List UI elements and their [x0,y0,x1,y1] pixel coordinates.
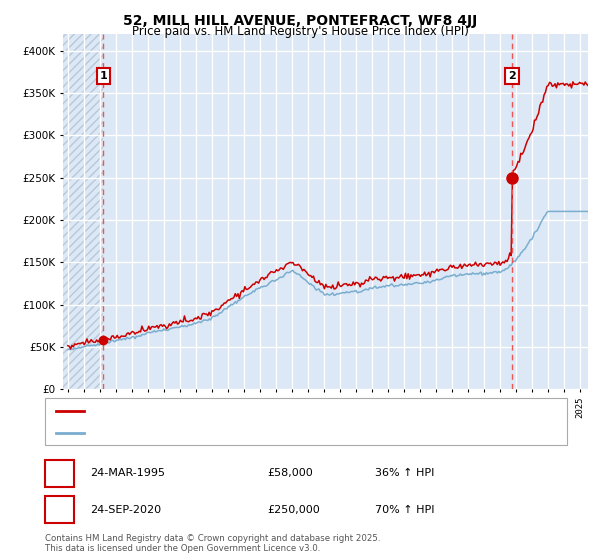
Text: HPI: Average price, semi-detached house, Wakefield: HPI: Average price, semi-detached house,… [90,428,350,438]
Text: 1: 1 [55,466,64,480]
Text: 52, MILL HILL AVENUE, PONTEFRACT, WF8 4JJ: 52, MILL HILL AVENUE, PONTEFRACT, WF8 4J… [123,14,477,28]
Text: 52, MILL HILL AVENUE, PONTEFRACT, WF8 4JJ (semi-detached house): 52, MILL HILL AVENUE, PONTEFRACT, WF8 4J… [90,406,433,416]
Text: Price paid vs. HM Land Registry's House Price Index (HPI): Price paid vs. HM Land Registry's House … [131,25,469,38]
Text: £58,000: £58,000 [267,468,313,478]
Text: 1: 1 [100,71,107,81]
Text: Contains HM Land Registry data © Crown copyright and database right 2025.
This d: Contains HM Land Registry data © Crown c… [45,534,380,553]
Text: 24-SEP-2020: 24-SEP-2020 [90,505,161,515]
Text: £250,000: £250,000 [267,505,320,515]
Text: 2: 2 [55,503,64,516]
Text: 2: 2 [508,71,515,81]
Text: 36% ↑ HPI: 36% ↑ HPI [375,468,434,478]
Text: 70% ↑ HPI: 70% ↑ HPI [375,505,434,515]
Text: 24-MAR-1995: 24-MAR-1995 [90,468,165,478]
